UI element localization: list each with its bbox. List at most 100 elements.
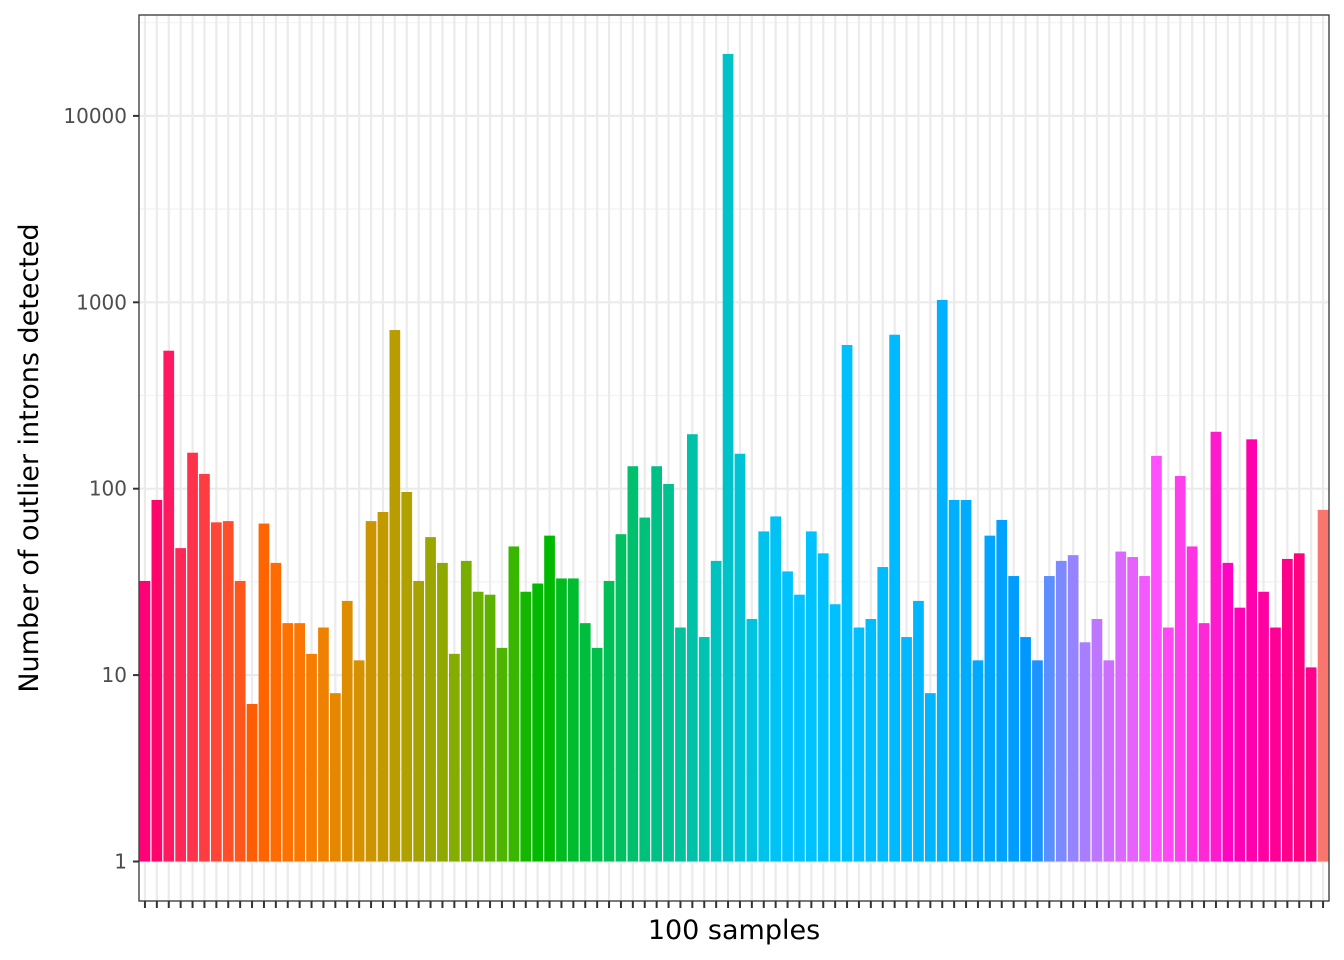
bar-sample-11 xyxy=(258,523,270,862)
bar-sample-57 xyxy=(806,531,817,862)
bar-sample-91 xyxy=(1210,431,1222,862)
bar-sample-73 xyxy=(996,519,1008,862)
bar-sample-28 xyxy=(460,560,472,862)
bar-sample-59 xyxy=(829,604,841,862)
bar-sample-37 xyxy=(568,578,579,862)
bar-sample-18 xyxy=(341,600,353,862)
bar-sample-29 xyxy=(472,591,484,862)
bar-sample-4 xyxy=(175,548,187,862)
bar-sample-31 xyxy=(496,647,508,862)
bar-sample-20 xyxy=(365,521,377,862)
bar-sample-16 xyxy=(318,627,329,862)
bar-sample-70 xyxy=(960,499,972,862)
bar-sample-79 xyxy=(1067,555,1079,862)
bar-sample-6 xyxy=(199,473,210,862)
bar-sample-84 xyxy=(1127,557,1139,862)
bar-sample-17 xyxy=(330,693,341,862)
x-axis-title: 100 samples xyxy=(648,915,820,946)
bar-sample-27 xyxy=(449,653,460,862)
bar-sample-21 xyxy=(377,511,389,862)
bar-sample-41 xyxy=(615,534,627,862)
bar-sample-23 xyxy=(401,492,413,862)
bar-sample-64 xyxy=(889,334,900,862)
bar-sample-63 xyxy=(877,567,889,862)
bar-sample-87 xyxy=(1163,627,1174,862)
bar-sample-97 xyxy=(1282,558,1293,862)
bar-sample-8 xyxy=(222,521,234,862)
bar-sample-3 xyxy=(163,350,175,862)
bar-sample-22 xyxy=(389,330,401,862)
bar-sample-51 xyxy=(734,453,746,862)
bar-sample-78 xyxy=(1055,560,1067,862)
bar-sample-56 xyxy=(794,594,805,862)
bar-sample-100 xyxy=(1317,509,1329,862)
bar-sample-81 xyxy=(1091,618,1103,862)
bar-sample-54 xyxy=(770,516,781,862)
bar-sample-72 xyxy=(984,535,996,862)
bar-sample-44 xyxy=(651,466,662,862)
bar-sample-66 xyxy=(913,600,924,862)
bar-sample-76 xyxy=(1032,660,1043,862)
bar-sample-92 xyxy=(1222,562,1234,862)
bar-sample-88 xyxy=(1174,475,1186,862)
bar-sample-12 xyxy=(270,562,282,862)
bar-sample-49 xyxy=(710,560,722,862)
bar-sample-99 xyxy=(1305,667,1317,862)
bar-sample-43 xyxy=(639,517,651,862)
bar-sample-33 xyxy=(520,591,532,862)
bar-sample-82 xyxy=(1103,660,1115,862)
bar-sample-52 xyxy=(746,618,758,862)
bar-sample-65 xyxy=(901,637,912,862)
bar-sample-85 xyxy=(1139,576,1150,862)
bar-sample-9 xyxy=(234,580,246,862)
bar-sample-36 xyxy=(556,578,567,862)
x-axis xyxy=(143,901,1325,908)
bar-sample-47 xyxy=(687,434,698,862)
bar-sample-45 xyxy=(663,483,674,862)
bar-sample-98 xyxy=(1293,553,1305,862)
bar-sample-15 xyxy=(306,653,317,862)
bar-sample-68 xyxy=(936,299,948,862)
bar-sample-38 xyxy=(579,623,591,862)
bar-sample-55 xyxy=(782,571,793,862)
y-tick-label: 10 xyxy=(102,663,127,687)
bar-sample-69 xyxy=(948,499,960,862)
bar-sample-14 xyxy=(294,623,305,862)
bar-sample-48 xyxy=(698,637,710,862)
bar-sample-58 xyxy=(817,553,829,862)
bar-sample-75 xyxy=(1020,637,1031,862)
bar-sample-60 xyxy=(841,345,853,862)
bar-sample-5 xyxy=(187,452,198,862)
bar-sample-94 xyxy=(1246,439,1258,862)
bar-sample-89 xyxy=(1186,546,1198,862)
y-tick-label: 1000 xyxy=(76,290,127,314)
y-tick-label: 10000 xyxy=(63,104,127,128)
bar-sample-35 xyxy=(544,535,555,862)
bar-sample-26 xyxy=(437,562,448,862)
bar-sample-93 xyxy=(1234,607,1246,862)
bars xyxy=(139,53,1329,862)
bar-sample-77 xyxy=(1043,576,1055,862)
bar-sample-95 xyxy=(1258,591,1269,862)
bar-sample-71 xyxy=(972,660,984,862)
bar-sample-7 xyxy=(211,522,222,862)
bar-sample-74 xyxy=(1008,576,1019,862)
bar-sample-32 xyxy=(508,546,520,862)
bar-sample-39 xyxy=(591,647,603,862)
y-axis-title: Number of outlier introns detected xyxy=(14,223,45,692)
bar-sample-83 xyxy=(1115,551,1127,862)
bar-sample-42 xyxy=(627,466,639,862)
y-tick-label: 100 xyxy=(89,477,127,501)
bar-sample-61 xyxy=(853,627,865,862)
bar-sample-90 xyxy=(1198,623,1210,862)
bar-sample-80 xyxy=(1079,642,1091,862)
bar-sample-25 xyxy=(425,537,436,862)
bar-sample-50 xyxy=(722,53,734,862)
bar-sample-96 xyxy=(1270,627,1281,862)
bar-sample-40 xyxy=(603,580,615,862)
bar-sample-10 xyxy=(246,703,258,862)
bar-sample-30 xyxy=(484,594,496,862)
bar-sample-67 xyxy=(925,693,936,862)
bar-sample-53 xyxy=(758,531,770,862)
